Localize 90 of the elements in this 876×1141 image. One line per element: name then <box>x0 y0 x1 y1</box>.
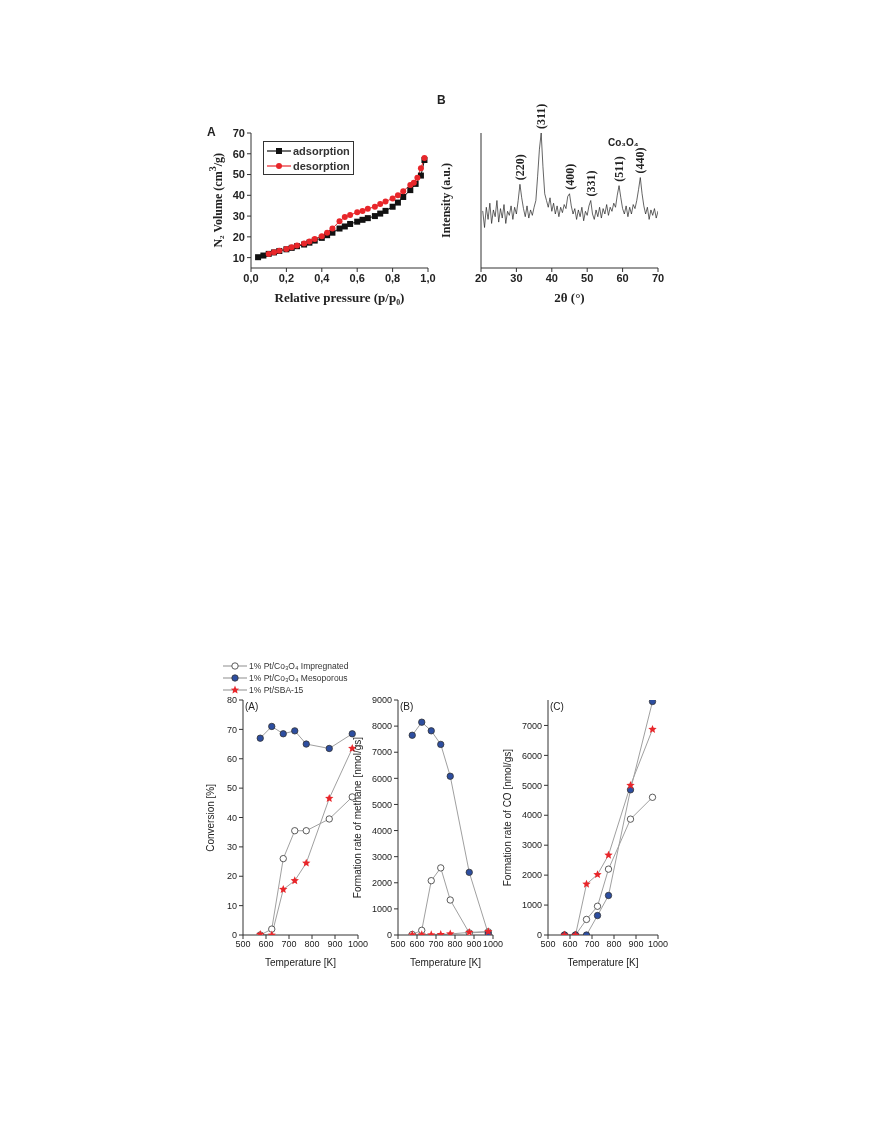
y-tick-label: 60 <box>232 147 245 160</box>
x-tick-label: 60 <box>616 271 629 284</box>
x-tick-label: 600 <box>258 939 274 950</box>
x-tick-label: 700 <box>428 939 444 950</box>
x-tick-label: 800 <box>447 939 463 950</box>
y-tick-label: 1000 <box>371 904 392 915</box>
y-tick-label: 80 <box>226 695 237 706</box>
y-tick-label: 5000 <box>371 799 392 810</box>
legend-label: 1% Pt/Co₃O₄ Mesoporous <box>249 673 348 683</box>
x-tick-label: 900 <box>628 939 644 950</box>
y-tick-label: 20 <box>232 230 245 243</box>
y-tick-label: 50 <box>232 168 245 181</box>
annotation: (511) <box>612 156 627 182</box>
y-axis-title: Conversion [%] <box>204 783 216 852</box>
y-tick-label: 2000 <box>521 870 542 881</box>
x-axis-title: Temperature [K] <box>408 957 483 968</box>
y-tick-label: 0 <box>536 930 542 941</box>
x-tick-label: 800 <box>606 939 622 950</box>
x-axis-title: Temperature [K] <box>566 957 640 968</box>
x-tick-label: 500 <box>235 939 251 950</box>
y-tick-label: 0 <box>386 930 392 941</box>
y-tick-label: 6000 <box>371 773 392 784</box>
y-tick-label: 6000 <box>521 750 542 761</box>
chart-title: (C) <box>550 701 564 712</box>
annotation: (331) <box>583 170 598 197</box>
y-tick-label: 4000 <box>521 810 542 821</box>
y-tick-label: 9000 <box>371 695 392 706</box>
x-tick-label: 0,8 <box>384 271 401 284</box>
y-tick-label: 1000 <box>521 900 542 911</box>
legend-label: adsorption <box>293 144 350 157</box>
y-tick-label: 60 <box>226 753 237 764</box>
x-tick-label: 900 <box>327 939 343 950</box>
y-tick-label: 5000 <box>521 780 542 791</box>
chart-title: (B) <box>400 701 414 712</box>
y-tick-label: 50 <box>226 783 237 794</box>
annotation: Co₃O₄ <box>608 137 639 148</box>
y-tick-label: 2000 <box>371 877 392 888</box>
y-axis-title: Intensity (a.u.) <box>438 162 454 238</box>
x-tick-label: 70 <box>651 271 665 284</box>
y-tick-label: 30 <box>232 209 245 222</box>
x-tick-label: 1,0 <box>420 271 436 284</box>
y-axis-title: Formation rate of methane [nmol/gs] <box>351 736 363 899</box>
x-tick-label: 700 <box>584 939 600 950</box>
chart-title: (A) <box>245 701 259 712</box>
chart-title: A <box>207 125 216 139</box>
y-tick-label: 3000 <box>371 851 392 862</box>
annotation: (311) <box>534 103 549 129</box>
y-tick-label: 20 <box>226 871 237 882</box>
y-tick-label: 10 <box>232 251 245 264</box>
x-tick-label: 600 <box>562 939 578 950</box>
legend-label: 1% Pt/SBA-15 <box>249 685 304 695</box>
x-tick-label: 700 <box>281 939 297 950</box>
x-tick-label: 600 <box>409 939 425 950</box>
y-tick-label: 7000 <box>521 720 542 731</box>
x-tick-label: 40 <box>545 271 558 284</box>
x-tick-label: 20 <box>474 271 488 284</box>
chart-title: B <box>437 93 446 107</box>
x-tick-label: 1000 <box>647 939 669 950</box>
y-tick-label: 30 <box>226 842 237 853</box>
y-tick-label: 7000 <box>371 747 392 758</box>
x-tick-label: 800 <box>304 939 320 950</box>
annotation: (220) <box>512 154 527 181</box>
y-tick-label: 0 <box>231 930 237 941</box>
y-tick-label: 10 <box>226 900 237 911</box>
y-tick-label: 40 <box>232 189 245 202</box>
y-tick-label: 4000 <box>371 825 392 836</box>
x-tick-label: 500 <box>390 939 406 950</box>
x-axis-title: Temperature [K] <box>263 957 338 968</box>
x-tick-label: 0,4 <box>314 271 331 284</box>
y-tick-label: 70 <box>226 724 237 735</box>
x-tick-label: 1000 <box>347 939 369 950</box>
x-tick-label: 0,0 <box>243 271 259 284</box>
x-tick-label: 50 <box>581 271 594 284</box>
legend-label: desorption <box>293 159 350 172</box>
y-tick-label: 70 <box>232 126 245 139</box>
x-axis-title: 2θ (°) <box>553 290 586 306</box>
x-tick-label: 1000 <box>482 939 504 950</box>
x-tick-label: 30 <box>510 271 523 284</box>
annotation: (440) <box>633 147 648 174</box>
annotation: (400) <box>562 163 577 190</box>
legend-label: 1% Pt/Co₃O₄ Impregnated <box>249 661 349 671</box>
y-tick-label: 3000 <box>521 840 542 851</box>
y-axis-title: Formation rate of CO [nmol/gs] <box>501 748 513 887</box>
x-tick-label: 0,6 <box>349 271 365 284</box>
y-tick-label: 40 <box>226 812 237 823</box>
x-tick-label: 900 <box>466 939 482 950</box>
x-tick-label: 0,2 <box>278 271 295 284</box>
x-axis-title: Relative pressure (p/p₀) <box>273 290 406 306</box>
x-tick-label: 500 <box>540 939 556 950</box>
y-tick-label: 8000 <box>371 721 392 732</box>
